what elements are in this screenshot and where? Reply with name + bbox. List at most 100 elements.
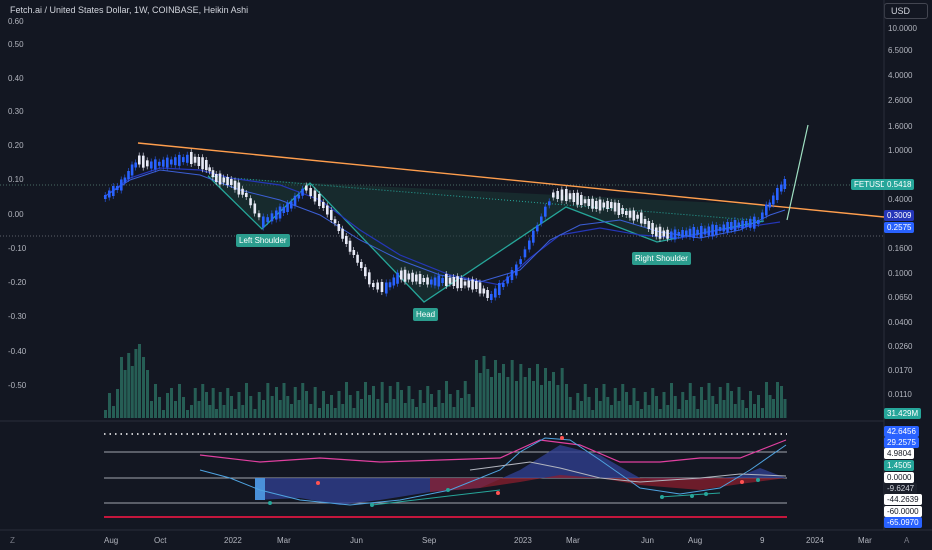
candle (218, 173, 222, 185)
volume-bar (249, 396, 253, 418)
volume-bar (711, 396, 715, 418)
candle (636, 214, 639, 219)
candle (385, 282, 388, 294)
volume-bar (297, 400, 301, 418)
candle (392, 277, 396, 286)
left-axis-label: 0.20 (8, 141, 24, 150)
candle (341, 228, 344, 239)
volume-bar (241, 405, 245, 418)
candle (130, 164, 134, 176)
volume-bar (761, 408, 764, 418)
volume-bar (733, 404, 737, 418)
settings-z-icon[interactable]: Z (10, 536, 15, 545)
candle (456, 276, 459, 289)
last-price-tag: 0.5418 (884, 179, 915, 190)
candle (475, 281, 478, 289)
volume-bar (190, 405, 193, 418)
candle (568, 193, 572, 200)
volume-bar (170, 388, 173, 418)
candle (643, 219, 647, 224)
candle (352, 250, 356, 255)
signal-dot (756, 478, 760, 482)
candle (211, 170, 215, 178)
volume-bar (602, 384, 606, 418)
candle (548, 201, 551, 206)
candle (286, 203, 289, 212)
candle (498, 283, 501, 295)
candle (326, 205, 329, 215)
head-label: Head (413, 308, 439, 321)
right-axis-label: 0.1600 (888, 244, 913, 253)
volume-bar (692, 396, 696, 418)
candle (182, 157, 185, 163)
osc-tag: -9.6247 (884, 483, 918, 494)
volume-bar (768, 395, 772, 418)
candle (467, 280, 471, 288)
candle (685, 230, 688, 236)
candle (448, 277, 452, 284)
volume-bar (197, 401, 201, 418)
candle (651, 223, 654, 234)
right-axis-label: 4.0000 (888, 71, 913, 80)
candle (681, 230, 684, 237)
volume-bar (540, 385, 543, 418)
volume-bar (452, 407, 456, 418)
volume-bar (364, 382, 367, 418)
candle (237, 182, 241, 195)
candle (197, 157, 201, 166)
left-axis-label: 0.40 (8, 74, 24, 83)
volume-bar (130, 366, 134, 418)
candle (591, 198, 594, 209)
volume-bar (670, 383, 673, 418)
volume-bar (640, 409, 643, 418)
signal-dot (268, 501, 272, 505)
candle (536, 225, 539, 232)
candle (360, 262, 363, 268)
auto-scale-icon[interactable]: A (904, 536, 910, 545)
candle (142, 155, 145, 168)
osc-tag: 0.0000 (884, 472, 915, 483)
candle (632, 210, 636, 221)
candle (170, 159, 173, 165)
volume-bar (655, 396, 658, 418)
oscillator-highlight-bar (255, 478, 265, 500)
candle (715, 225, 718, 235)
volume-bar (226, 388, 230, 418)
divergence-line-1 (371, 489, 501, 506)
candle (628, 210, 632, 218)
candle (494, 288, 497, 298)
volume-bar (685, 400, 688, 418)
volume-bar (482, 356, 486, 418)
candle (372, 283, 375, 287)
candle (510, 270, 514, 280)
volume-bar (726, 383, 730, 418)
volume-bar (595, 388, 598, 418)
candle (540, 216, 543, 224)
candle (703, 228, 707, 235)
signal-dot (660, 495, 664, 499)
candle (158, 161, 161, 166)
candle (411, 272, 414, 282)
candle (700, 226, 703, 238)
candle (162, 159, 165, 167)
candle (112, 186, 115, 196)
signal-dot (446, 488, 450, 492)
volume-bar (215, 409, 218, 418)
right-axis-label: 0.0400 (888, 318, 913, 327)
volume-bar (309, 404, 313, 418)
right-axis-label: 1.6000 (888, 122, 913, 131)
volume-bar (403, 403, 407, 418)
volume-bar (120, 357, 123, 418)
volume-bar (341, 404, 345, 418)
volume-bar (647, 405, 651, 418)
candle (208, 167, 211, 172)
volume-bar (677, 409, 681, 418)
candle (673, 229, 677, 240)
osc-tag: 4.9804 (884, 448, 915, 459)
volume-bar (490, 377, 493, 418)
volume-bar (134, 349, 138, 418)
candle (205, 160, 208, 170)
volume-bar (707, 383, 711, 418)
candle (345, 236, 348, 244)
